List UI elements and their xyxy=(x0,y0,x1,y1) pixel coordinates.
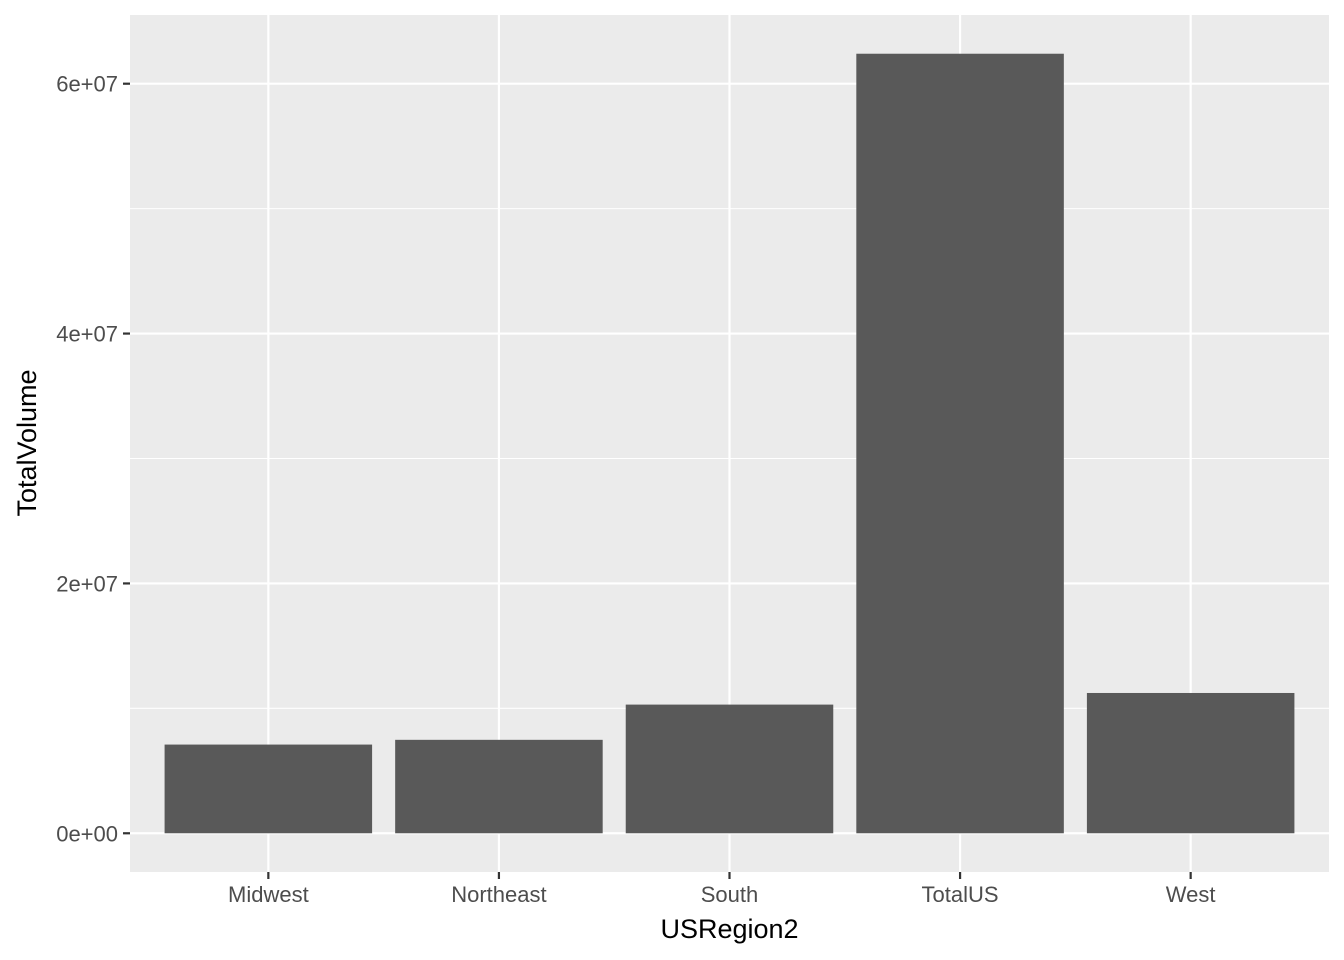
x-axis-ticks: Midwest Northeast South TotalUS West xyxy=(228,872,1216,907)
bar xyxy=(1086,692,1295,834)
bar xyxy=(856,53,1064,834)
x-tick-label: TotalUS xyxy=(922,882,999,907)
bar xyxy=(164,744,373,834)
y-axis-ticks: 0e+00 2e+07 4e+07 6e+07 xyxy=(56,72,130,846)
y-tick-label: 2e+07 xyxy=(56,571,118,596)
x-tick-label: South xyxy=(701,882,759,907)
x-tick-label: West xyxy=(1166,882,1216,907)
x-axis-title: USRegion2 xyxy=(660,914,798,944)
y-tick-label: 6e+07 xyxy=(56,72,118,97)
bar xyxy=(395,739,603,834)
bar xyxy=(625,704,834,834)
y-tick-label: 0e+00 xyxy=(56,821,118,846)
y-tick-label: 4e+07 xyxy=(56,322,118,347)
y-axis-title: TotalVolume xyxy=(12,369,42,516)
x-tick-label: Midwest xyxy=(228,882,309,907)
x-tick-label: Northeast xyxy=(451,882,546,907)
bars xyxy=(164,53,1295,834)
